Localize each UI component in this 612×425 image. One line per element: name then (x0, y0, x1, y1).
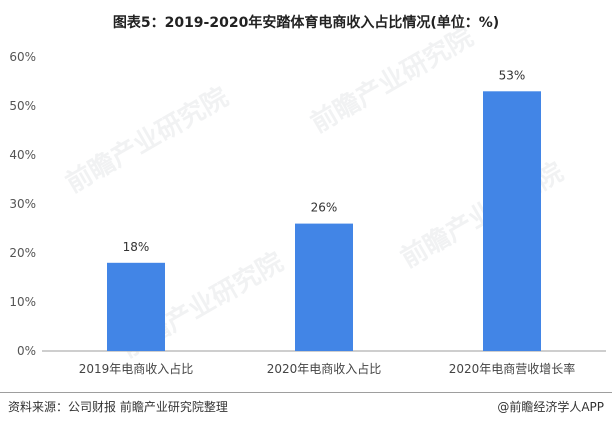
data-label: 18% (123, 240, 150, 254)
footer-divider (0, 392, 612, 393)
bar (107, 262, 165, 351)
y-tick-label: 30% (9, 197, 36, 211)
y-tick-label: 40% (9, 148, 36, 162)
bar (295, 223, 353, 351)
x-tick-label: 2020年电商营收增长率 (449, 361, 576, 376)
chart-title: 图表5：2019-2020年安踏体育电商收入占比情况(单位：%) (112, 15, 500, 31)
y-tick-label: 50% (9, 99, 36, 113)
y-tick-label: 0% (17, 344, 36, 358)
data-label: 26% (311, 201, 338, 215)
y-tick-label: 10% (9, 295, 36, 309)
y-tick-label: 60% (9, 50, 36, 64)
data-label: 53% (499, 68, 526, 82)
x-tick-label: 2019年电商收入占比 (79, 361, 194, 376)
y-tick-label: 20% (9, 246, 36, 260)
source-note: 资料来源：公司财报 前瞻产业研究院整理 (8, 400, 228, 414)
brand-credit: @前瞻经济学人APP (497, 400, 604, 414)
bar (483, 91, 541, 352)
x-tick-label: 2020年电商收入占比 (267, 361, 382, 376)
